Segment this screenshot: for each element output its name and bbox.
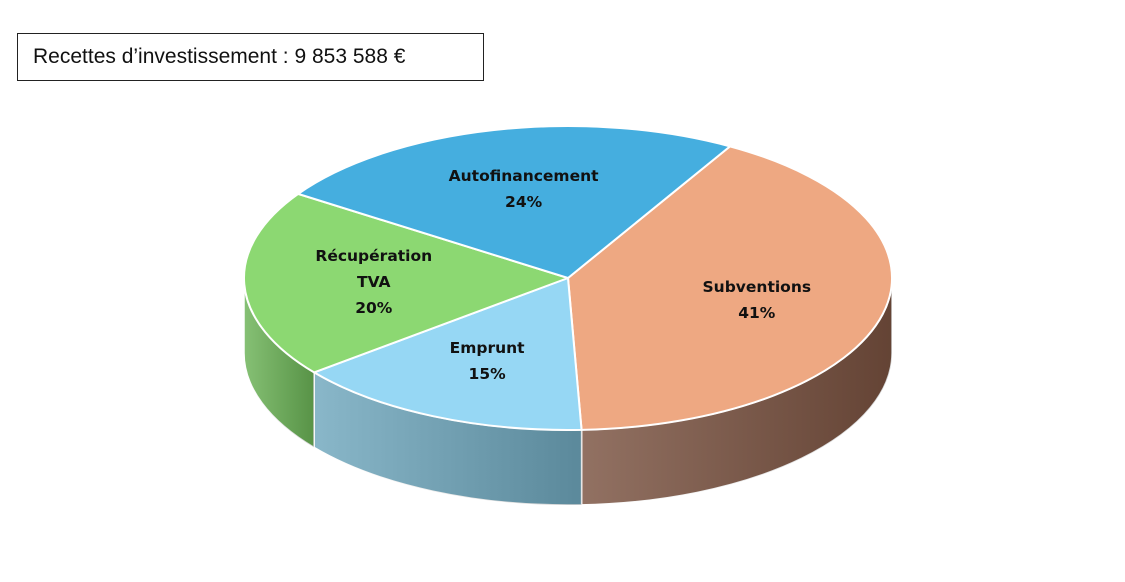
pie-slice-autofinancement	[297, 125, 731, 279]
slice-value-recuperation-tva: 20%	[355, 299, 393, 317]
pie-tops	[242, 125, 894, 432]
slice-name-recuperation-tva: TVA	[357, 273, 391, 291]
slice-value-autofinancement: 24%	[505, 193, 543, 211]
slice-name-emprunt: Emprunt	[450, 339, 526, 357]
pie-sides	[243, 277, 893, 506]
slice-value-subventions: 41%	[738, 304, 776, 322]
slice-label-subventions: Subventions 41%	[703, 278, 812, 322]
slice-label-autofinancement: Autofinancement 24%	[449, 167, 600, 211]
pie-slice-emprunt	[313, 277, 583, 432]
chart-title: Recettes d’investissement : 9 853 588 €	[17, 33, 484, 81]
slice-label-recuperation-tva: Récupération TVA 20%	[315, 247, 432, 317]
pie-side-shade-recuperation-tva	[244, 278, 315, 448]
slice-name-autofinancement: Autofinancement	[449, 167, 600, 185]
slice-name-subventions: Subventions	[703, 278, 812, 296]
slice-value-emprunt: 15%	[469, 365, 507, 383]
pie-side-shade-subventions	[581, 278, 892, 505]
pie-slice-recuperation-tva	[242, 192, 569, 374]
pie-labels: Subventions 41% Emprunt 15% Récupération TVA 2…	[315, 167, 811, 383]
pie-slice-subventions	[567, 145, 894, 431]
pie-side-shade-emprunt	[314, 372, 582, 506]
slice-label-emprunt: Emprunt 15%	[450, 339, 526, 383]
slice-name-recuperation-tva: Récupération	[315, 247, 432, 265]
